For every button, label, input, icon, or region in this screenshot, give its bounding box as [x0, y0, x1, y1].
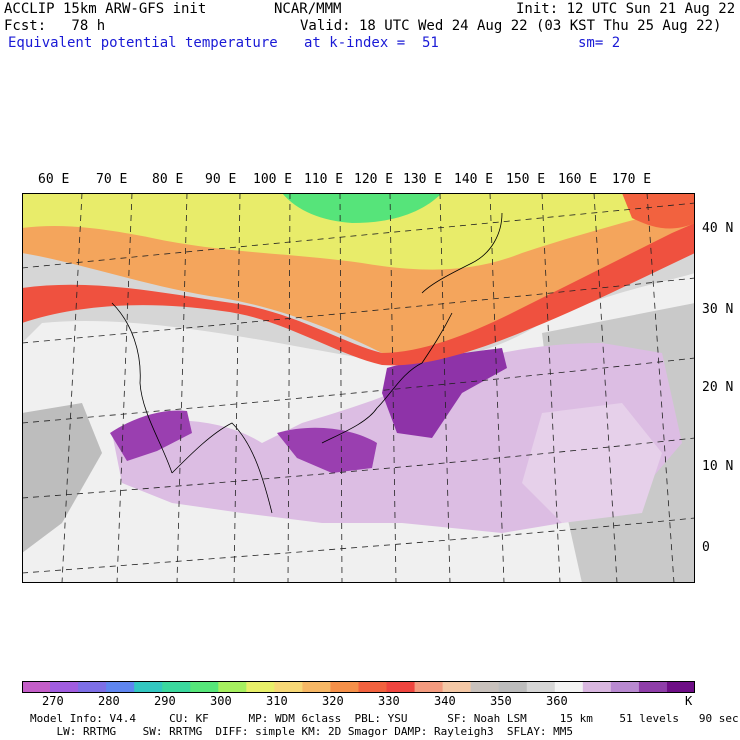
lon-label: 70 E [96, 172, 128, 187]
level-index: at k-index = 51 [304, 35, 439, 51]
colorbar-tick-label: 350 [490, 694, 512, 708]
colorbar-swatch [582, 681, 612, 693]
colorbar-swatch [414, 681, 444, 693]
colorbar-swatch [386, 681, 416, 693]
lon-label: 120 E [354, 172, 394, 187]
red-band [22, 223, 695, 366]
lon-label: 170 E [612, 172, 652, 187]
colorbar-frame [22, 681, 695, 693]
colorbar-tick-label: 360 [546, 694, 568, 708]
colorbar-swatch [302, 681, 331, 693]
colorbar-tick-label: 300 [210, 694, 232, 708]
institution: NCAR/MMM [274, 1, 342, 17]
colorbar-swatch [526, 681, 556, 693]
dark-purple-region [382, 348, 507, 438]
colorbar-swatch [358, 681, 388, 693]
lon-label: 140 E [454, 172, 494, 187]
colorbar-swatch [610, 681, 640, 693]
smoothing: sm= 2 [578, 35, 621, 51]
colorbar-tick-label: 320 [322, 694, 344, 708]
colorbar-swatch [22, 681, 51, 693]
colorbar-swatch [106, 681, 135, 693]
lon-label: 60 E [38, 172, 70, 187]
lon-label: 110 E [304, 172, 344, 187]
dark-purple-region [110, 410, 192, 461]
forecast-hour: Fcst: 78 h [4, 18, 106, 34]
colorbar-swatch [162, 681, 191, 693]
colorbar-swatch [218, 681, 247, 693]
lat-label: 40 N [702, 221, 734, 236]
colorbar-tick-label: 310 [266, 694, 288, 708]
lon-label: 100 E [253, 172, 293, 187]
colorbar-swatch [134, 681, 163, 693]
colorbar-swatch [498, 681, 528, 693]
gray-region [22, 403, 102, 553]
lon-label: 150 E [506, 172, 546, 187]
lon-label: 90 E [205, 172, 237, 187]
dark-purple-region [277, 427, 377, 473]
lon-label: 130 E [403, 172, 443, 187]
colorbar-unit: K [685, 694, 693, 708]
purple-region [522, 403, 662, 523]
lat-label: 30 N [702, 302, 734, 317]
theta-e-map [22, 193, 695, 583]
map-frame [22, 193, 695, 583]
colorbar-tick-label: 340 [434, 694, 456, 708]
colorbar-swatch [554, 681, 584, 693]
colorbar-swatch [442, 681, 472, 693]
coastline [111, 302, 453, 514]
lat-label: 10 N [702, 459, 734, 474]
colorbar-swatch [50, 681, 79, 693]
init-time: Init: 12 UTC Sun 21 Aug 22 [516, 1, 736, 17]
red-region [622, 193, 695, 229]
lon-label: 160 E [558, 172, 598, 187]
colorbar-swatch [78, 681, 107, 693]
yellow-region [22, 193, 695, 270]
colorbar-swatch [666, 681, 695, 693]
graticule [22, 193, 695, 583]
lat-label: 0 [702, 540, 710, 555]
colorbar-swatch [638, 681, 668, 693]
colorbar-swatch [470, 681, 500, 693]
colorbar-tick-label: 330 [378, 694, 400, 708]
coastline [421, 212, 503, 294]
colorbar-tick-label: 280 [98, 694, 120, 708]
valid-time: Valid: 18 UTC Wed 24 Aug 22 (03 KST Thu … [300, 18, 722, 34]
model-title: ACCLIP 15km ARW-GFS init [4, 1, 207, 17]
colorbar-tick-label: 290 [154, 694, 176, 708]
green-region [282, 193, 442, 223]
colorbar-tick-label: 270 [42, 694, 64, 708]
colorbar-swatch [190, 681, 219, 693]
field-name: Equivalent potential temperature [8, 35, 278, 51]
lon-label: 80 E [152, 172, 184, 187]
lat-label: 20 N [702, 380, 734, 395]
colorbar-swatch [330, 681, 359, 693]
colorbar [22, 681, 695, 693]
model-info: Model Info: V4.4 CU: KF MP: WDM 6class P… [30, 712, 739, 725]
physics-info: LW: RRTMG SW: RRTMG DIFF: simple KM: 2D … [30, 725, 574, 738]
colorbar-swatch [274, 681, 303, 693]
colorbar-swatch [246, 681, 275, 693]
